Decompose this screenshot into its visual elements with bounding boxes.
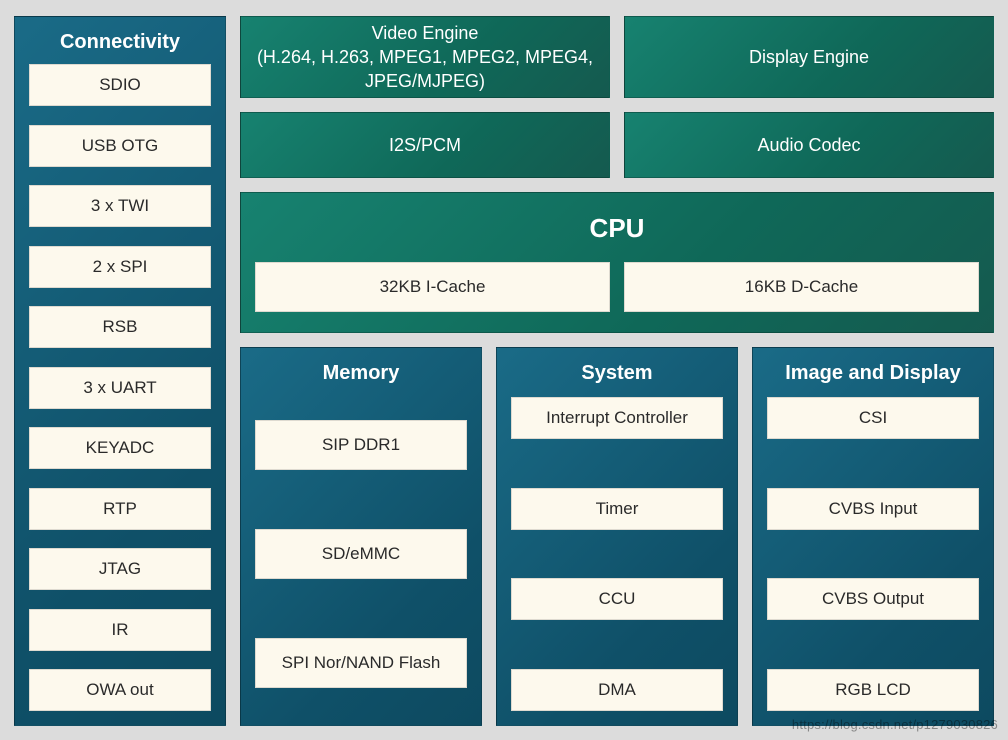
memory-title: Memory: [255, 362, 467, 385]
memory-list: SIP DDR1 SD/eMMC SPI Nor/NAND Flash: [255, 397, 467, 711]
video-engine-title: Video Engine: [372, 23, 479, 43]
row-engines: Video Engine (H.264, H.263, MPEG1, MPEG2…: [240, 16, 994, 98]
memory-item: SD/eMMC: [255, 529, 467, 579]
cpu-cache-item: 16KB D-Cache: [624, 262, 979, 312]
connectivity-item: KEYADC: [29, 427, 211, 469]
video-engine-panel: Video Engine (H.264, H.263, MPEG1, MPEG2…: [240, 16, 610, 98]
row-audio: I2S/PCM Audio Codec: [240, 112, 994, 178]
row-bottom: Memory SIP DDR1 SD/eMMC SPI Nor/NAND Fla…: [240, 347, 994, 726]
connectivity-item: 2 x SPI: [29, 246, 211, 288]
system-item: DMA: [511, 669, 723, 711]
system-panel: System Interrupt Controller Timer CCU DM…: [496, 347, 738, 726]
image-display-list: CSI CVBS Input CVBS Output RGB LCD: [767, 397, 979, 711]
connectivity-item: 3 x UART: [29, 367, 211, 409]
video-engine-subtitle: (H.264, H.263, MPEG1, MPEG2, MPEG4, JPEG…: [257, 47, 593, 91]
system-item: Interrupt Controller: [511, 397, 723, 439]
display-engine-panel: Display Engine: [624, 16, 994, 98]
watermark-text: https://blog.csdn.net/p1279030826: [792, 717, 998, 732]
image-display-item: RGB LCD: [767, 669, 979, 711]
display-engine-label: Display Engine: [749, 45, 869, 69]
memory-item: SPI Nor/NAND Flash: [255, 638, 467, 688]
video-engine-text: Video Engine (H.264, H.263, MPEG1, MPEG2…: [255, 21, 595, 94]
connectivity-item: OWA out: [29, 669, 211, 711]
i2s-panel: I2S/PCM: [240, 112, 610, 178]
connectivity-item: IR: [29, 609, 211, 651]
memory-panel: Memory SIP DDR1 SD/eMMC SPI Nor/NAND Fla…: [240, 347, 482, 726]
i2s-label: I2S/PCM: [389, 133, 461, 157]
memory-item: SIP DDR1: [255, 420, 467, 470]
cpu-panel: CPU 32KB I-Cache 16KB D-Cache: [240, 192, 994, 333]
col-right: Video Engine (H.264, H.263, MPEG1, MPEG2…: [240, 16, 994, 726]
cpu-caches: 32KB I-Cache 16KB D-Cache: [255, 262, 979, 312]
system-list: Interrupt Controller Timer CCU DMA: [511, 397, 723, 711]
connectivity-item: SDIO: [29, 64, 211, 106]
audio-codec-label: Audio Codec: [757, 133, 860, 157]
image-display-title: Image and Display: [767, 362, 979, 385]
connectivity-item: 3 x TWI: [29, 185, 211, 227]
diagram-root: Connectivity SDIO USB OTG 3 x TWI 2 x SP…: [14, 16, 994, 726]
audio-codec-panel: Audio Codec: [624, 112, 994, 178]
system-title: System: [511, 362, 723, 385]
system-item: CCU: [511, 578, 723, 620]
cpu-cache-item: 32KB I-Cache: [255, 262, 610, 312]
connectivity-list: SDIO USB OTG 3 x TWI 2 x SPI RSB 3 x UAR…: [29, 64, 211, 711]
image-display-item: CSI: [767, 397, 979, 439]
image-display-panel: Image and Display CSI CVBS Input CVBS Ou…: [752, 347, 994, 726]
connectivity-panel: Connectivity SDIO USB OTG 3 x TWI 2 x SP…: [14, 16, 226, 726]
image-display-item: CVBS Output: [767, 578, 979, 620]
connectivity-item: JTAG: [29, 548, 211, 590]
connectivity-item: RSB: [29, 306, 211, 348]
connectivity-item: RTP: [29, 488, 211, 530]
connectivity-title: Connectivity: [29, 31, 211, 54]
connectivity-item: USB OTG: [29, 125, 211, 167]
cpu-title: CPU: [255, 213, 979, 244]
image-display-item: CVBS Input: [767, 488, 979, 530]
col-connectivity: Connectivity SDIO USB OTG 3 x TWI 2 x SP…: [14, 16, 226, 726]
system-item: Timer: [511, 488, 723, 530]
